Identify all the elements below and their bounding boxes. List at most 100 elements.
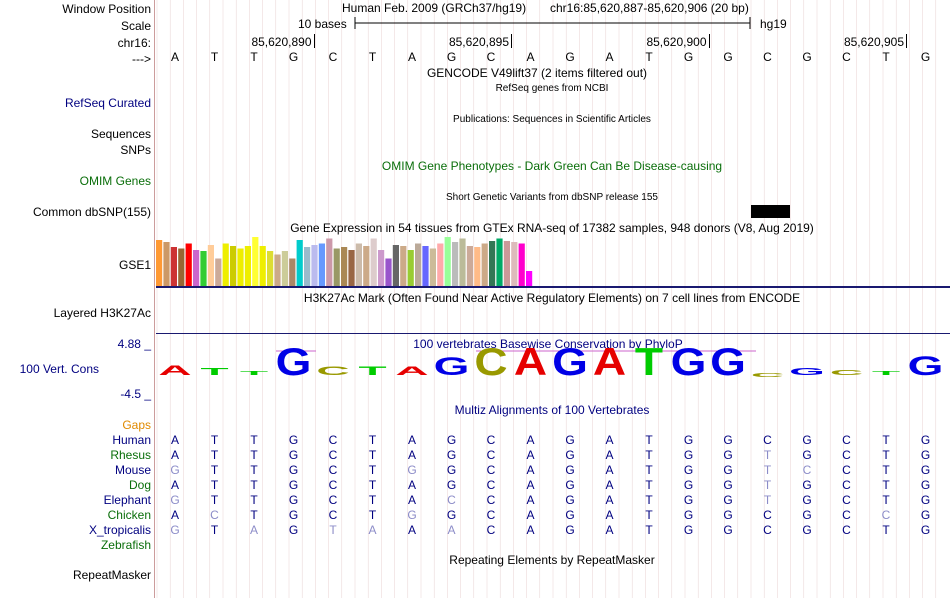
alignment-base: G [683,523,694,537]
coordinate-tick-mark [708,34,710,48]
alignment-base: G [683,433,694,447]
track-label-dbsnp[interactable]: Common dbSNP(155) [32,205,151,219]
track-label-conservation[interactable]: 100 Vert. Cons [19,362,99,376]
alignment-base: T [368,433,377,447]
track-label-sequences[interactable]: Sequences [90,127,151,141]
alignment-base: A [407,478,416,492]
conservation-base-glyph: T [200,367,228,378]
conservation-base-glyph: T [240,370,268,377]
alignment-base: C [842,433,851,447]
alignment-base: C [328,508,338,522]
alignment-base: G [683,478,694,492]
gtex-tissue-bar [244,246,251,286]
coordinate-tick-mark [313,34,315,48]
alignment-base: A [526,463,535,477]
species-label[interactable]: Mouse [114,463,151,477]
alignment-base: T [645,448,653,462]
alignment-base: C [486,508,496,522]
gtex-tissue-bar [311,245,318,286]
species-label-zebrafish[interactable]: Zebrafish [100,538,151,552]
track-label-omim[interactable]: OMIM Genes [79,174,151,188]
alignment-base: G [723,448,733,462]
alignment-base: T [250,493,258,507]
alignment-base: G [446,463,457,477]
reference-base: C [328,50,338,64]
alignment-base: A [407,523,416,537]
alignment-base: G [407,508,417,522]
refseq-track-title[interactable]: RefSeq genes from NCBI [495,83,609,94]
h3k27ac-track-title[interactable]: H3K27Ac Mark (Often Found Near Active Re… [303,291,801,305]
alignment-base: C [802,463,812,477]
conservation-track-title[interactable]: 100 vertebrates Basewise Conservation by… [413,337,683,351]
gencode-track-title[interactable]: GENCODE V49lift37 (2 items filtered out) [426,66,648,80]
strand-toggle[interactable]: ---> [132,52,151,66]
scale-label: Scale [120,19,151,33]
species-label[interactable]: Rhesus [110,448,151,462]
reference-base: G [920,50,931,64]
gtex-tissue-bar [437,243,444,286]
track-label-gaps[interactable]: Gaps [122,418,151,432]
gtex-tissue-bar [230,246,237,286]
species-label[interactable]: Elephant [103,493,151,507]
alignment-base: A [170,478,179,492]
alignment-base: T [368,478,377,492]
gtex-bar-chart[interactable] [156,236,536,288]
coordinate-tick-label: 85,620,900 [646,35,707,49]
conservation-base-glyph: A [395,365,428,378]
gtex-track-title[interactable]: Gene Expression in 54 tissues from GTEx … [290,221,814,235]
coordinate-tick-mark [906,34,907,48]
species-label[interactable]: Chicken [107,508,151,522]
alignment-base: G [446,478,457,492]
snp-feature[interactable] [751,205,790,218]
gtex-tissue-bar [185,243,192,286]
publications-track-title[interactable]: Publications: Sequences in Scientific Ar… [453,114,651,125]
gtex-tissue-bar [429,248,436,286]
alignment-base: G [288,508,299,522]
track-label-snps[interactable]: SNPs [120,143,151,157]
gtex-tissue-bar [363,246,370,286]
track-label-refseq[interactable]: RefSeq Curated [64,96,151,110]
alignment-base: A [170,508,179,522]
alignment-base: C [328,463,338,477]
gtex-tissue-bar [503,241,510,286]
reference-base: T [368,50,377,64]
track-label-h3k27ac[interactable]: Layered H3K27Ac [53,306,151,320]
alignment-base: T [645,493,653,507]
species-label[interactable]: Dog [128,478,151,492]
dbsnp-track-title[interactable]: Short Genetic Variants from dbSNP releas… [446,192,658,203]
alignment-base: G [802,448,812,462]
gtex-tissue-bar [370,238,377,286]
track-label-gtex[interactable]: GSE1 [118,258,151,272]
alignment-base: T [882,478,890,492]
alignment-base: A [170,448,179,462]
gtex-tissue-bar [193,250,200,286]
alignment-base: C [486,448,496,462]
scale-bar [354,17,751,29]
reference-base: C [763,50,772,64]
gtex-tissue-bar [289,258,296,286]
gtex-tissue-bar [318,243,325,286]
conservation-base-glyph: G [552,345,588,383]
alignment-base: A [526,478,535,492]
repeatmasker-track-title[interactable]: Repeating Elements by RepeatMasker [449,553,655,567]
alignment-base: C [447,493,456,507]
alignment-base: C [763,433,772,447]
alignment-base: G [802,493,812,507]
track-label-repeatmasker[interactable]: RepeatMasker [72,568,151,582]
alignment-base: C [842,493,851,507]
gtex-tissue-bar [215,258,222,286]
alignment-base: C [763,523,772,537]
alignment-base: C [486,433,496,447]
omim-track-title[interactable]: OMIM Gene Phenotypes - Dark Green Can Be… [381,159,723,173]
species-label[interactable]: Human [112,433,151,447]
alignment-base: T [329,523,337,537]
gtex-track-baseline [156,286,950,288]
multiz-track-title[interactable]: Multiz Alignments of 100 Vertebrates [454,403,650,417]
alignment-base: T [645,523,653,537]
species-label[interactable]: X_tropicalis [88,523,151,537]
gtex-tissue-bar [341,247,348,286]
alignment-base: T [368,508,377,522]
alignment-base: T [210,463,219,477]
alignment-base: G [802,478,812,492]
